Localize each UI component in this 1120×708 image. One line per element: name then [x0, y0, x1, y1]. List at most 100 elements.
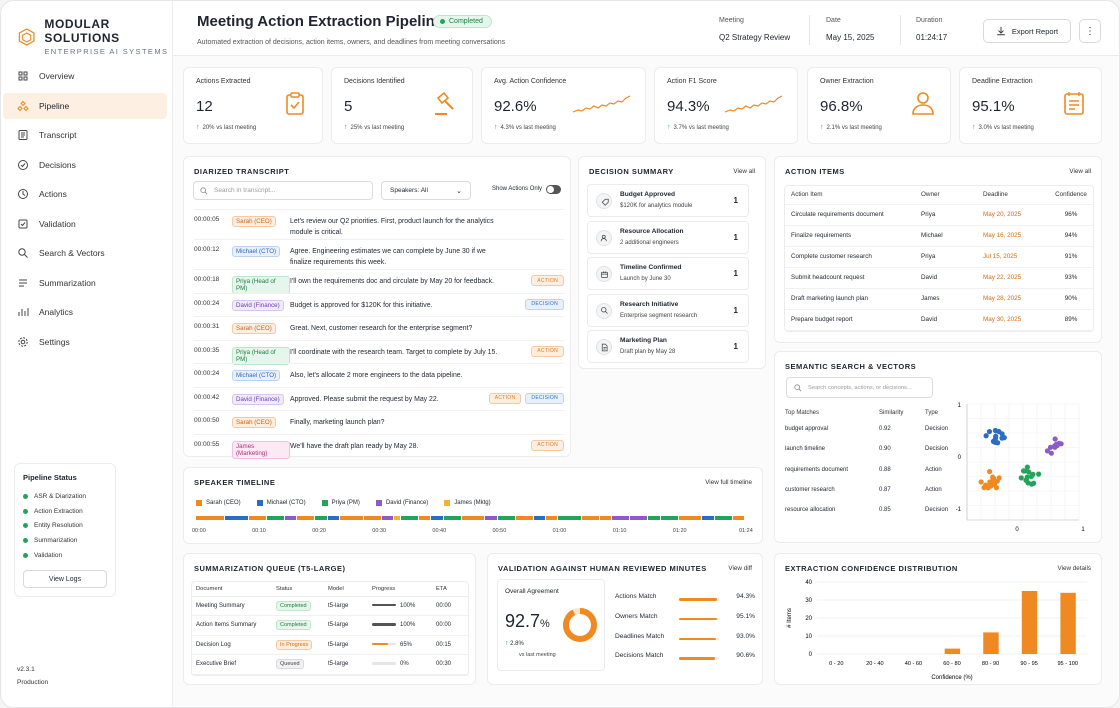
timeline-segment[interactable]: [630, 516, 648, 520]
summary-row[interactable]: Action Items Summary Completed t5-large 100…: [192, 615, 468, 636]
timeline-segment[interactable]: [558, 516, 581, 520]
action-table-header[interactable]: Owner: [915, 186, 977, 205]
transcript-row[interactable]: 00:00:50 Sarah (CEO) Finally, marketing la…: [194, 410, 564, 434]
timeline-segment[interactable]: [249, 516, 267, 520]
decision-item[interactable]: Marketing Plan Draft plan by May 28 1: [587, 330, 749, 363]
timeline-segment[interactable]: [600, 516, 612, 520]
vector-point[interactable]: [978, 479, 984, 485]
speaker-timeline-bar[interactable]: [196, 516, 745, 520]
kpi-card[interactable]: Actions Extracted 12 ↑ 20% vs last meeting: [183, 67, 323, 144]
export-report-button[interactable]: Export Report: [983, 19, 1071, 43]
action-table-header[interactable]: Confidence: [1047, 186, 1093, 205]
action-row[interactable]: Circulate requirements document Priya May …: [785, 204, 1093, 226]
sidebar-item-overview[interactable]: Overview: [3, 63, 167, 89]
vector-point[interactable]: [1052, 436, 1058, 442]
vector-point[interactable]: [986, 428, 993, 435]
sidebar-item-analytics[interactable]: Analytics: [3, 299, 167, 325]
sidebar-item-decisions[interactable]: Decisions: [3, 152, 167, 178]
timeline-segment[interactable]: [225, 516, 249, 520]
timeline-segment[interactable]: [648, 516, 660, 520]
vector-point[interactable]: [1058, 441, 1064, 447]
speaker-tag[interactable]: James (Marketing): [232, 440, 290, 459]
speaker-tag[interactable]: David (Finance): [232, 299, 284, 311]
decision-item[interactable]: Timeline Confirmed Launch by June 30 1: [587, 257, 749, 290]
vector-point[interactable]: [1025, 480, 1031, 486]
actions-view-all-link[interactable]: View all: [1069, 168, 1091, 175]
view-diff-link[interactable]: View diff: [728, 565, 752, 572]
transcript-row[interactable]: 00:00:12 Michael (CTO) Agree. Engineering …: [194, 239, 564, 269]
sidebar-item-validation[interactable]: Validation: [3, 211, 167, 237]
timeline-segment[interactable]: [515, 516, 533, 520]
brand-logo[interactable]: MODULAR SOLUTIONS ENTERPRISE AI SYSTEMS: [17, 17, 172, 56]
speaker-tag[interactable]: Sarah (CEO): [232, 323, 276, 334]
confidence-bar[interactable]: [1021, 591, 1038, 654]
transcript-row[interactable]: 00:00:31 Sarah (CEO) Great. Next, customer…: [194, 316, 564, 340]
kpi-card[interactable]: Action F1 Score 94.3% ↑ 3.7% vs last meetin…: [654, 67, 798, 144]
speaker-tag[interactable]: Michael (CTO): [232, 370, 281, 381]
timeline-segment[interactable]: [327, 516, 340, 520]
timeline-segment[interactable]: [612, 516, 630, 520]
speaker-tag[interactable]: Priya (Head of PM): [232, 276, 290, 294]
decision-item[interactable]: Budget Approved $120K for analytics modul…: [587, 184, 749, 217]
vector-point[interactable]: [993, 433, 999, 439]
transcript-row[interactable]: 00:00:18 Priya (Head of PM) I'll own the r…: [194, 269, 564, 294]
action-row[interactable]: Finalize requirements Michael May 16, 2025…: [785, 225, 1093, 247]
confidence-bar[interactable]: [983, 632, 999, 654]
speaker-tag[interactable]: Michael (CTO): [232, 246, 281, 257]
kpi-card[interactable]: Deadline Extraction 95.1% ↑ 3.0% vs last me…: [959, 67, 1102, 144]
speaker-tag[interactable]: Sarah (CEO): [232, 417, 276, 428]
decision-item[interactable]: Resource Allocation 2 additional engineer…: [587, 220, 749, 254]
timeline-segment[interactable]: [297, 516, 315, 520]
action-row[interactable]: Complete customer research Priya Jul 15, 2…: [785, 246, 1093, 268]
semantic-match-row[interactable]: budget approval 0.92 Decision: [785, 419, 965, 439]
semantic-search-input[interactable]: Search concepts, actions, or decisions..…: [786, 377, 933, 398]
decisions-view-all-link[interactable]: View all: [733, 168, 755, 175]
decision-item[interactable]: Research Initiative Enterprise segment re…: [587, 293, 749, 327]
vector-point[interactable]: [992, 439, 998, 445]
vector-point[interactable]: [1018, 475, 1024, 481]
summary-row[interactable]: Meeting Summary Completed t5-large 100% 00:0…: [192, 596, 468, 616]
summary-row[interactable]: Executive Brief Queued t5-large 0% 00:30: [192, 654, 468, 675]
vector-point[interactable]: [1028, 473, 1034, 480]
vector-point[interactable]: [988, 483, 994, 489]
action-table-header[interactable]: Deadline: [977, 186, 1047, 205]
transcript-row[interactable]: 00:00:42 David (Finance) Approved. Please …: [194, 386, 564, 411]
transcript-row[interactable]: 00:00:35 Priya (Head of PM) I'll coordinat…: [194, 339, 564, 365]
view-full-timeline-link[interactable]: View full timeline: [705, 479, 752, 486]
vector-point[interactable]: [990, 475, 997, 481]
timeline-segment[interactable]: [702, 516, 714, 520]
transcript-search-input[interactable]: Search in transcript...: [193, 181, 373, 200]
timeline-segment[interactable]: [443, 516, 461, 520]
vector-point[interactable]: [1047, 444, 1054, 450]
kpi-card[interactable]: Owner Extraction 96.8% ↑ 2.1% vs last meeti…: [807, 67, 951, 144]
sidebar-item-pipeline[interactable]: Pipeline: [3, 92, 167, 119]
view-details-link[interactable]: View details: [1057, 565, 1092, 572]
speaker-tag[interactable]: David (Finance): [232, 393, 284, 405]
action-table-header[interactable]: Action Item: [785, 186, 915, 205]
action-row[interactable]: Prepare budget report David May 30, 2025 89…: [785, 309, 1093, 331]
transcript-row[interactable]: 00:00:24 Michael (CTO) Also, let's allocat…: [194, 363, 564, 387]
vector-point[interactable]: [983, 482, 989, 488]
vector-point[interactable]: [994, 478, 1000, 484]
vector-point[interactable]: [1024, 464, 1030, 470]
kpi-card[interactable]: Decisions Identified 5 ↑ 25% vs last meetin…: [331, 67, 473, 144]
summary-row[interactable]: Decision Log In Progress t5-large 65% 00:15: [192, 635, 468, 655]
timeline-segment[interactable]: [431, 516, 443, 520]
timeline-segment[interactable]: [285, 516, 297, 520]
semantic-match-row[interactable]: requirements document 0.88 Action: [785, 460, 965, 480]
action-row[interactable]: Submit headcount request David May 22, 202…: [785, 267, 1093, 289]
timeline-segment[interactable]: [400, 516, 418, 520]
speaker-tag[interactable]: Sarah (CEO): [232, 216, 276, 227]
vector-point[interactable]: [999, 431, 1005, 437]
timeline-segment[interactable]: [340, 516, 363, 520]
show-actions-toggle[interactable]: [546, 185, 561, 194]
semantic-match-row[interactable]: customer research 0.87 Action: [785, 480, 965, 500]
timeline-segment[interactable]: [497, 516, 515, 520]
vector-point[interactable]: [1020, 468, 1027, 474]
view-logs-button[interactable]: View Logs: [23, 570, 107, 589]
speaker-tag[interactable]: Priya (Head of PM): [232, 346, 290, 365]
action-row[interactable]: Draft marketing launch plan James May 28, …: [785, 288, 1093, 310]
sidebar-item-search-vectors[interactable]: Search & Vectors: [3, 240, 167, 266]
sidebar-item-actions[interactable]: Actions: [3, 181, 167, 207]
transcript-row[interactable]: 00:00:05 Sarah (CEO) Let's review our Q2 p…: [194, 209, 564, 239]
